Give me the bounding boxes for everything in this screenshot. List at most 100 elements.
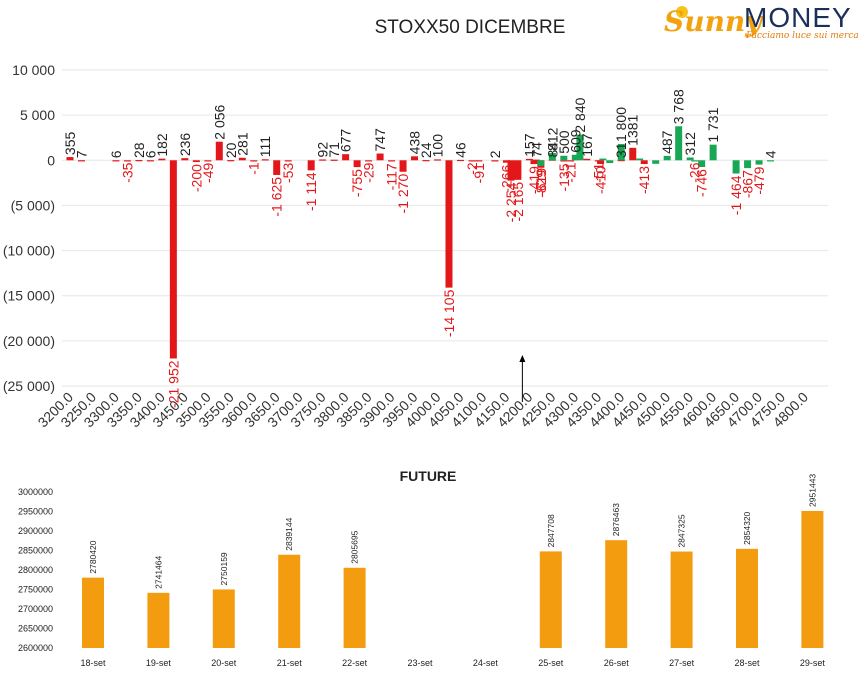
bar-value-label: -1 114 (303, 172, 319, 211)
bar-value-label: -53 (280, 163, 296, 183)
put-bar (123, 160, 131, 162)
bar-value-label: 609 (567, 129, 583, 153)
put-bar (181, 158, 189, 161)
bar-value-label: -200 (188, 164, 204, 192)
call-bar (675, 126, 683, 161)
sun-icon (676, 6, 688, 18)
call-bar (571, 154, 579, 161)
bar-value-label: 677 (338, 129, 354, 153)
call-bar (744, 160, 752, 169)
call-bar (732, 160, 740, 174)
bar-value-label: 3 768 (671, 89, 687, 124)
bar-value-label: 2854320 (742, 511, 752, 544)
put-bar (77, 160, 85, 162)
bar-value-label: 74 (528, 142, 544, 158)
call-bar (691, 160, 699, 162)
future-chart: FUTURE 2600000 2650000 2700000 2750000 28000… (18, 468, 825, 668)
bar-value-label: -26 (687, 162, 703, 182)
put-bar (146, 160, 154, 162)
put-bar (434, 159, 441, 161)
bar-value-label: 2951443 (807, 474, 817, 507)
bar-value-label: 6 (108, 150, 124, 158)
y-tick-label: (5 000) (11, 197, 55, 213)
future-bar (539, 551, 562, 648)
put-bar (597, 160, 605, 164)
put-bar (353, 160, 361, 168)
future-bar (801, 510, 824, 648)
put-bar (617, 160, 625, 162)
bar-value-label: 2 840 (572, 97, 588, 132)
options-chart: STOXX50 DICEMBRE 10 000 5 000 0 (5 000) (10 … (3, 17, 828, 430)
x-tick-label: 25-set (538, 658, 564, 668)
put-bar (532, 159, 540, 161)
bar-value-label: -755 (349, 169, 365, 197)
put-bar (456, 159, 464, 162)
call-bar (537, 160, 545, 166)
put-bar (158, 158, 166, 161)
call-bar (560, 155, 568, 161)
put-bar (567, 160, 575, 162)
x-tick-label: 22-set (342, 658, 368, 668)
put-bar (411, 156, 419, 161)
y-tick-label: 2750000 (18, 585, 53, 595)
bars (66, 126, 775, 359)
bar-value-label: 20 (223, 142, 239, 158)
bar-value-label: 2750159 (219, 552, 229, 585)
bar-value-label: 281 (234, 132, 250, 156)
call-bar (652, 160, 660, 164)
bar-value-label: 1 800 (613, 107, 629, 142)
put-bar (560, 160, 568, 162)
bar-value-label: -1 464 (728, 175, 744, 215)
bar-value-label: -51 (590, 163, 606, 183)
x-tick-label: 27-set (669, 658, 695, 668)
put-bar (238, 157, 246, 161)
put-bar (227, 160, 235, 162)
call-bar (576, 134, 584, 161)
y-tick-label: (15 000) (3, 288, 55, 304)
call-bar (709, 144, 717, 161)
bar-value-label: 312 (682, 132, 698, 156)
bar-value-label: -35 (119, 162, 135, 182)
put-bar (204, 160, 212, 162)
current-level-arrow (519, 355, 526, 402)
y-tick-label: 2700000 (18, 604, 53, 614)
bar-value-label: 2 (487, 150, 503, 158)
put-bar (475, 160, 483, 162)
bar-value-label: -21 952 (165, 360, 181, 408)
bar-value-label: 2 056 (211, 104, 227, 139)
put-bar (376, 153, 384, 161)
logo-tagline: Facciamo luce sui mercati (745, 31, 858, 41)
put-bar (445, 160, 453, 288)
bar-value-label: 100 (430, 134, 446, 158)
bar-value-label: -867 (740, 170, 756, 198)
put-bar (192, 160, 200, 163)
put-bar (583, 158, 591, 161)
call-bar (636, 158, 644, 161)
put-bar (507, 160, 515, 181)
bar-value-label: 2876463 (611, 503, 621, 536)
future-bar (278, 554, 301, 648)
y-tick-label: 2600000 (18, 643, 53, 653)
bar-value-label: 6 (142, 150, 158, 158)
bar-value-label: 2847325 (677, 514, 687, 547)
bar-value-label: 2805695 (350, 530, 360, 563)
bar-value-label: -619 (533, 168, 549, 196)
bar-value-label: 438 (407, 131, 423, 155)
bar-value-label: -266 (498, 164, 514, 192)
bar-value-label: -117 (384, 163, 400, 190)
put-bar (530, 160, 538, 165)
put-bar (273, 160, 281, 175)
y-tick-label: 2900000 (18, 526, 53, 536)
bar-value-label: 355 (62, 132, 78, 156)
bar-value-label: 4 (763, 150, 779, 158)
sunny-money-logo: Sunny MONEY Facciamo luce sui mercati (664, 2, 858, 41)
put-bar (261, 159, 269, 161)
x-tick-label: 19-set (146, 658, 172, 668)
bar-value-label: -91 (471, 163, 487, 183)
put-bar (491, 160, 499, 162)
bar-value-label: -410 (593, 166, 609, 194)
bar-value-label: 2847708 (546, 514, 556, 547)
put-bar (525, 158, 533, 161)
call-bar (548, 152, 556, 161)
bar-value-label: 1381 (625, 114, 641, 145)
